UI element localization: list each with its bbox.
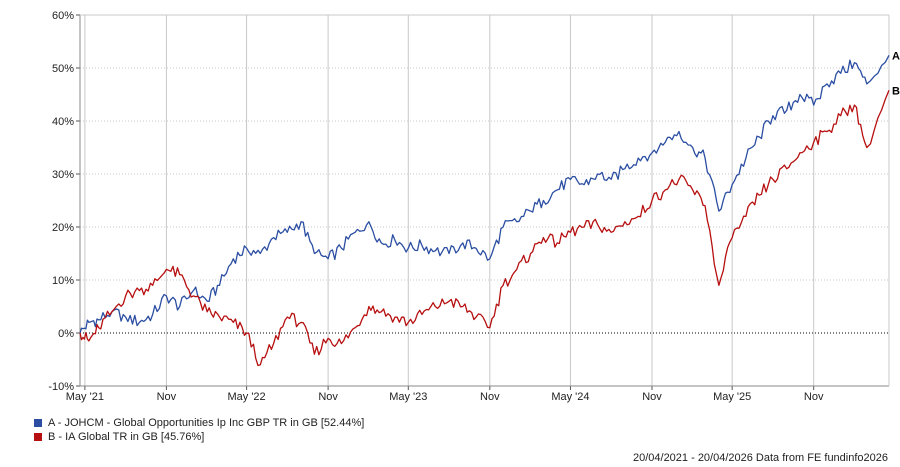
axes [76, 14, 890, 390]
y-tick-label: 30% [52, 169, 74, 181]
legend-label-a: A - JOHCM - Global Opportunities Ip Inc … [48, 417, 365, 429]
x-tick-label: May '23 [389, 391, 427, 403]
grid-lines [80, 14, 889, 387]
x-tick-label: Nov [642, 391, 662, 403]
series-end-label-b: B [892, 85, 900, 97]
y-tick-label: 40% [52, 116, 74, 128]
x-tick-label: May '25 [713, 391, 751, 403]
x-tick-label: Nov [480, 391, 500, 403]
legend-label-b: B - IA Global TR in GB [45.76%] [48, 431, 205, 443]
tick-labels: -10% 0% 10% 20% 30% 40% 50% 60% May '21 Nov May '2… [48, 10, 900, 403]
legend-swatch-a [34, 419, 42, 427]
series-end-label-a: A [892, 50, 900, 62]
y-tick-label: 60% [52, 10, 74, 22]
x-tick-label: Nov [804, 391, 824, 403]
series-line-b [79, 90, 890, 367]
y-tick-label: 10% [52, 275, 74, 287]
x-tick-label: May '21 [66, 391, 104, 403]
legend-swatch-b [34, 433, 42, 441]
series-lines [79, 54, 890, 367]
y-tick-label: -10% [48, 381, 74, 393]
y-tick-label: 50% [52, 63, 74, 75]
y-tick-label: 20% [52, 222, 74, 234]
y-tick-label: 0% [58, 328, 74, 340]
legend-item-a: A - JOHCM - Global Opportunities Ip Inc … [34, 416, 364, 430]
data-source-footer: 20/04/2021 - 20/04/2026 Data from FE fun… [632, 452, 888, 464]
x-tick-label: May '24 [551, 391, 589, 403]
x-tick-label: May '22 [227, 391, 265, 403]
legend: A - JOHCM - Global Opportunities Ip Inc … [34, 416, 364, 444]
series-line-a [79, 54, 890, 334]
line-chart: -10% 0% 10% 20% 30% 40% 50% 60% May '21 Nov May '2… [48, 10, 900, 403]
legend-item-b: B - IA Global TR in GB [45.76%] [34, 430, 364, 444]
x-tick-label: Nov [157, 391, 177, 403]
x-tick-label: Nov [318, 391, 338, 403]
